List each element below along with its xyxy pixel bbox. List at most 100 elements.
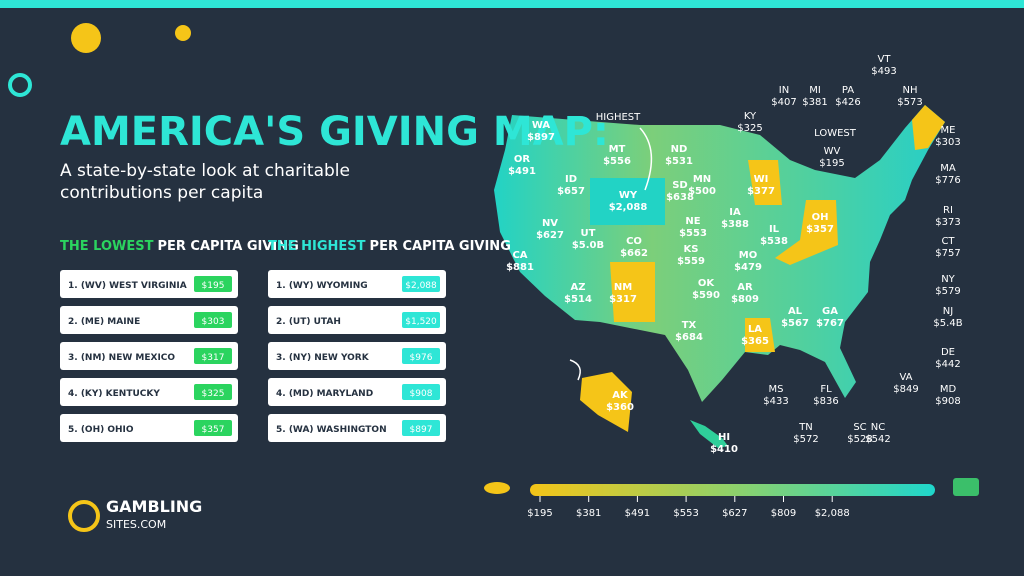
heading-text: PER CAPITA GIVING [370, 239, 511, 254]
state-value: $572 [793, 434, 818, 445]
heading-accent: THE LOWEST [60, 239, 154, 254]
state-value: $556 [603, 156, 631, 167]
state-abbr: MN [693, 174, 711, 185]
state-value: $381 [802, 97, 827, 108]
state-value: $407 [771, 97, 796, 108]
state-value: $657 [557, 186, 585, 197]
row-label: 5. (OH) OHIO [68, 425, 134, 435]
legend-label: $381 [576, 508, 601, 519]
value-pill [194, 348, 232, 364]
state-abbr: NV [542, 218, 558, 229]
row-label: 2. (ME) MAINE [68, 317, 140, 327]
state-abbr: GA [822, 306, 838, 317]
row-label: 2. (UT) UTAH [276, 317, 341, 327]
state-abbr: VA [899, 372, 912, 383]
state-abbr: CA [512, 250, 527, 261]
state-abbr: WA [532, 120, 551, 131]
state-abbr: AL [788, 306, 803, 317]
value-pill [194, 276, 232, 292]
state-abbr: IA [729, 207, 741, 218]
state-abbr: NJ [943, 306, 953, 317]
state-value: $559 [677, 256, 705, 267]
state-value: $849 [893, 384, 918, 395]
legend-label: $2,088 [815, 508, 850, 519]
state-value: $373 [935, 217, 960, 228]
state-abbr: NH [903, 85, 918, 96]
row-value: $908 [410, 389, 433, 399]
state-abbr: RI [943, 205, 953, 216]
state-value: $528 [847, 434, 872, 445]
state-abbr: WV [824, 146, 841, 157]
heading-text: PER CAPITA GIVING [157, 239, 298, 254]
state-abbr: SC [853, 422, 866, 433]
row-label: 1. (WY) WYOMING [276, 281, 368, 291]
state-value: $531 [665, 156, 693, 167]
row-label: 4. (KY) KENTUCKY [68, 389, 160, 399]
state-value: $491 [508, 166, 536, 177]
list-row [60, 414, 238, 442]
state-low [610, 262, 655, 322]
state-low [912, 105, 945, 150]
row-value: $976 [410, 353, 433, 363]
legend-label: $553 [673, 508, 698, 519]
arrow [569, 359, 581, 381]
list-row [268, 306, 446, 334]
row-value: $1,520 [405, 317, 437, 327]
state-abbr: LA [748, 324, 762, 335]
annotation: HIGHEST [596, 112, 641, 123]
heading-accent: THE HIGHEST [268, 239, 366, 254]
hawaii [690, 420, 728, 448]
coin-icon [71, 23, 101, 53]
state-value: $357 [806, 224, 834, 235]
row-label: 3. (NY) NEW YORK [276, 353, 370, 363]
state-low [775, 200, 838, 265]
state-value: $836 [813, 396, 838, 407]
subtitle: A state-by-state look at charitable [60, 161, 350, 181]
state-value: $553 [679, 228, 707, 239]
state-value: $567 [781, 318, 809, 329]
state-abbr: DE [941, 347, 955, 358]
state-low [745, 318, 775, 352]
state-abbr: NM [614, 282, 632, 293]
state-abbr: OH [812, 212, 829, 223]
logo-mark [68, 500, 100, 532]
state-value: $809 [731, 294, 759, 305]
state-value: $538 [760, 236, 788, 247]
state-value: $5.4B [933, 318, 962, 329]
state-value: $757 [935, 248, 960, 259]
state-value: $776 [935, 175, 960, 186]
state-abbr: ME [941, 125, 956, 136]
deco-ring [8, 73, 32, 97]
state-abbr: AK [612, 390, 629, 401]
state-abbr: CT [941, 236, 955, 247]
state-value: $500 [688, 186, 716, 197]
list-row [60, 378, 238, 406]
state-abbr: ID [565, 174, 577, 185]
state-abbr: OR [514, 154, 531, 165]
state-abbr: IN [779, 85, 789, 96]
state-high [590, 178, 665, 225]
state-abbr: AZ [571, 282, 586, 293]
state-value: $662 [620, 248, 648, 259]
value-pill [402, 420, 440, 436]
list-row [60, 270, 238, 298]
row-value: $303 [202, 317, 225, 327]
state-value: $881 [506, 262, 534, 273]
state-value: $442 [935, 359, 960, 370]
value-pill [402, 348, 440, 364]
row-value: $195 [202, 281, 225, 291]
state-value: $317 [609, 294, 637, 305]
coins-icon [484, 482, 510, 494]
money-icon [953, 478, 979, 496]
state-value: $325 [737, 123, 762, 134]
list-row [60, 306, 238, 334]
legend-label: $627 [722, 508, 747, 519]
state-abbr: MO [739, 250, 757, 261]
state-value: $514 [564, 294, 592, 305]
state-value: $433 [763, 396, 788, 407]
row-value: $2,088 [405, 281, 437, 291]
state-abbr: SD [672, 180, 688, 191]
alaska [580, 372, 632, 432]
state-value: $479 [734, 262, 762, 273]
state-value: $638 [666, 192, 694, 203]
